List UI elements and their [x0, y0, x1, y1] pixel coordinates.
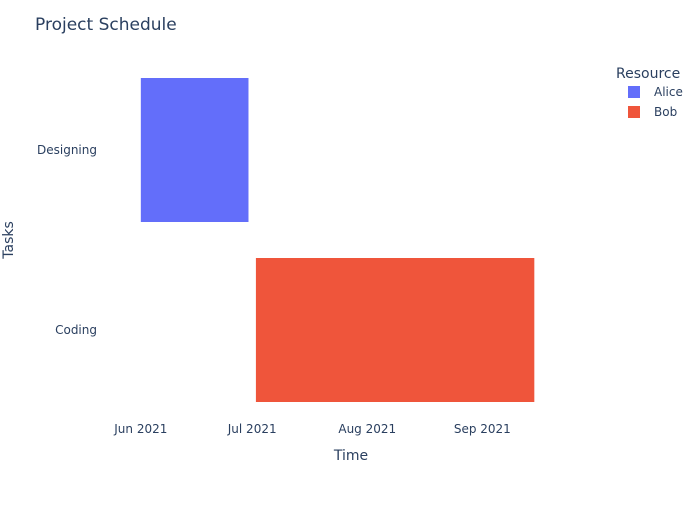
- bar-coding[interactable]: [255, 258, 535, 402]
- x-tick-label-aug-2021: Aug 2021: [338, 422, 396, 436]
- chart-title: Project Schedule: [35, 15, 177, 35]
- legend-items[interactable]: Alice Bob: [628, 85, 683, 119]
- legend-swatch-alice: [628, 86, 640, 98]
- legend[interactable]: Resource Alice Bob: [616, 66, 683, 119]
- legend-label-bob: Bob: [654, 105, 677, 119]
- bars-layer: [140, 78, 535, 402]
- x-tick-label-sep-2021: Sep 2021: [454, 422, 511, 436]
- legend-label-alice: Alice: [654, 85, 683, 99]
- legend-item-alice[interactable]: Alice: [628, 85, 683, 99]
- x-axis-title: Time: [333, 448, 368, 464]
- x-tick-labels: Jun 2021 Jul 2021 Aug 2021 Sep 2021: [113, 422, 511, 436]
- legend-title: Resource: [616, 66, 680, 82]
- y-axis-title: Tasks: [1, 221, 17, 260]
- y-tick-label-coding: Coding: [55, 323, 97, 337]
- y-tick-labels: Designing Coding: [37, 143, 97, 337]
- x-tick-label-jun-2021: Jun 2021: [113, 422, 167, 436]
- x-tick-label-jul-2021: Jul 2021: [227, 422, 277, 436]
- legend-swatch-bob: [628, 106, 640, 118]
- bar-designing[interactable]: [140, 78, 249, 222]
- legend-item-bob[interactable]: Bob: [628, 105, 677, 119]
- y-tick-label-designing: Designing: [37, 143, 97, 157]
